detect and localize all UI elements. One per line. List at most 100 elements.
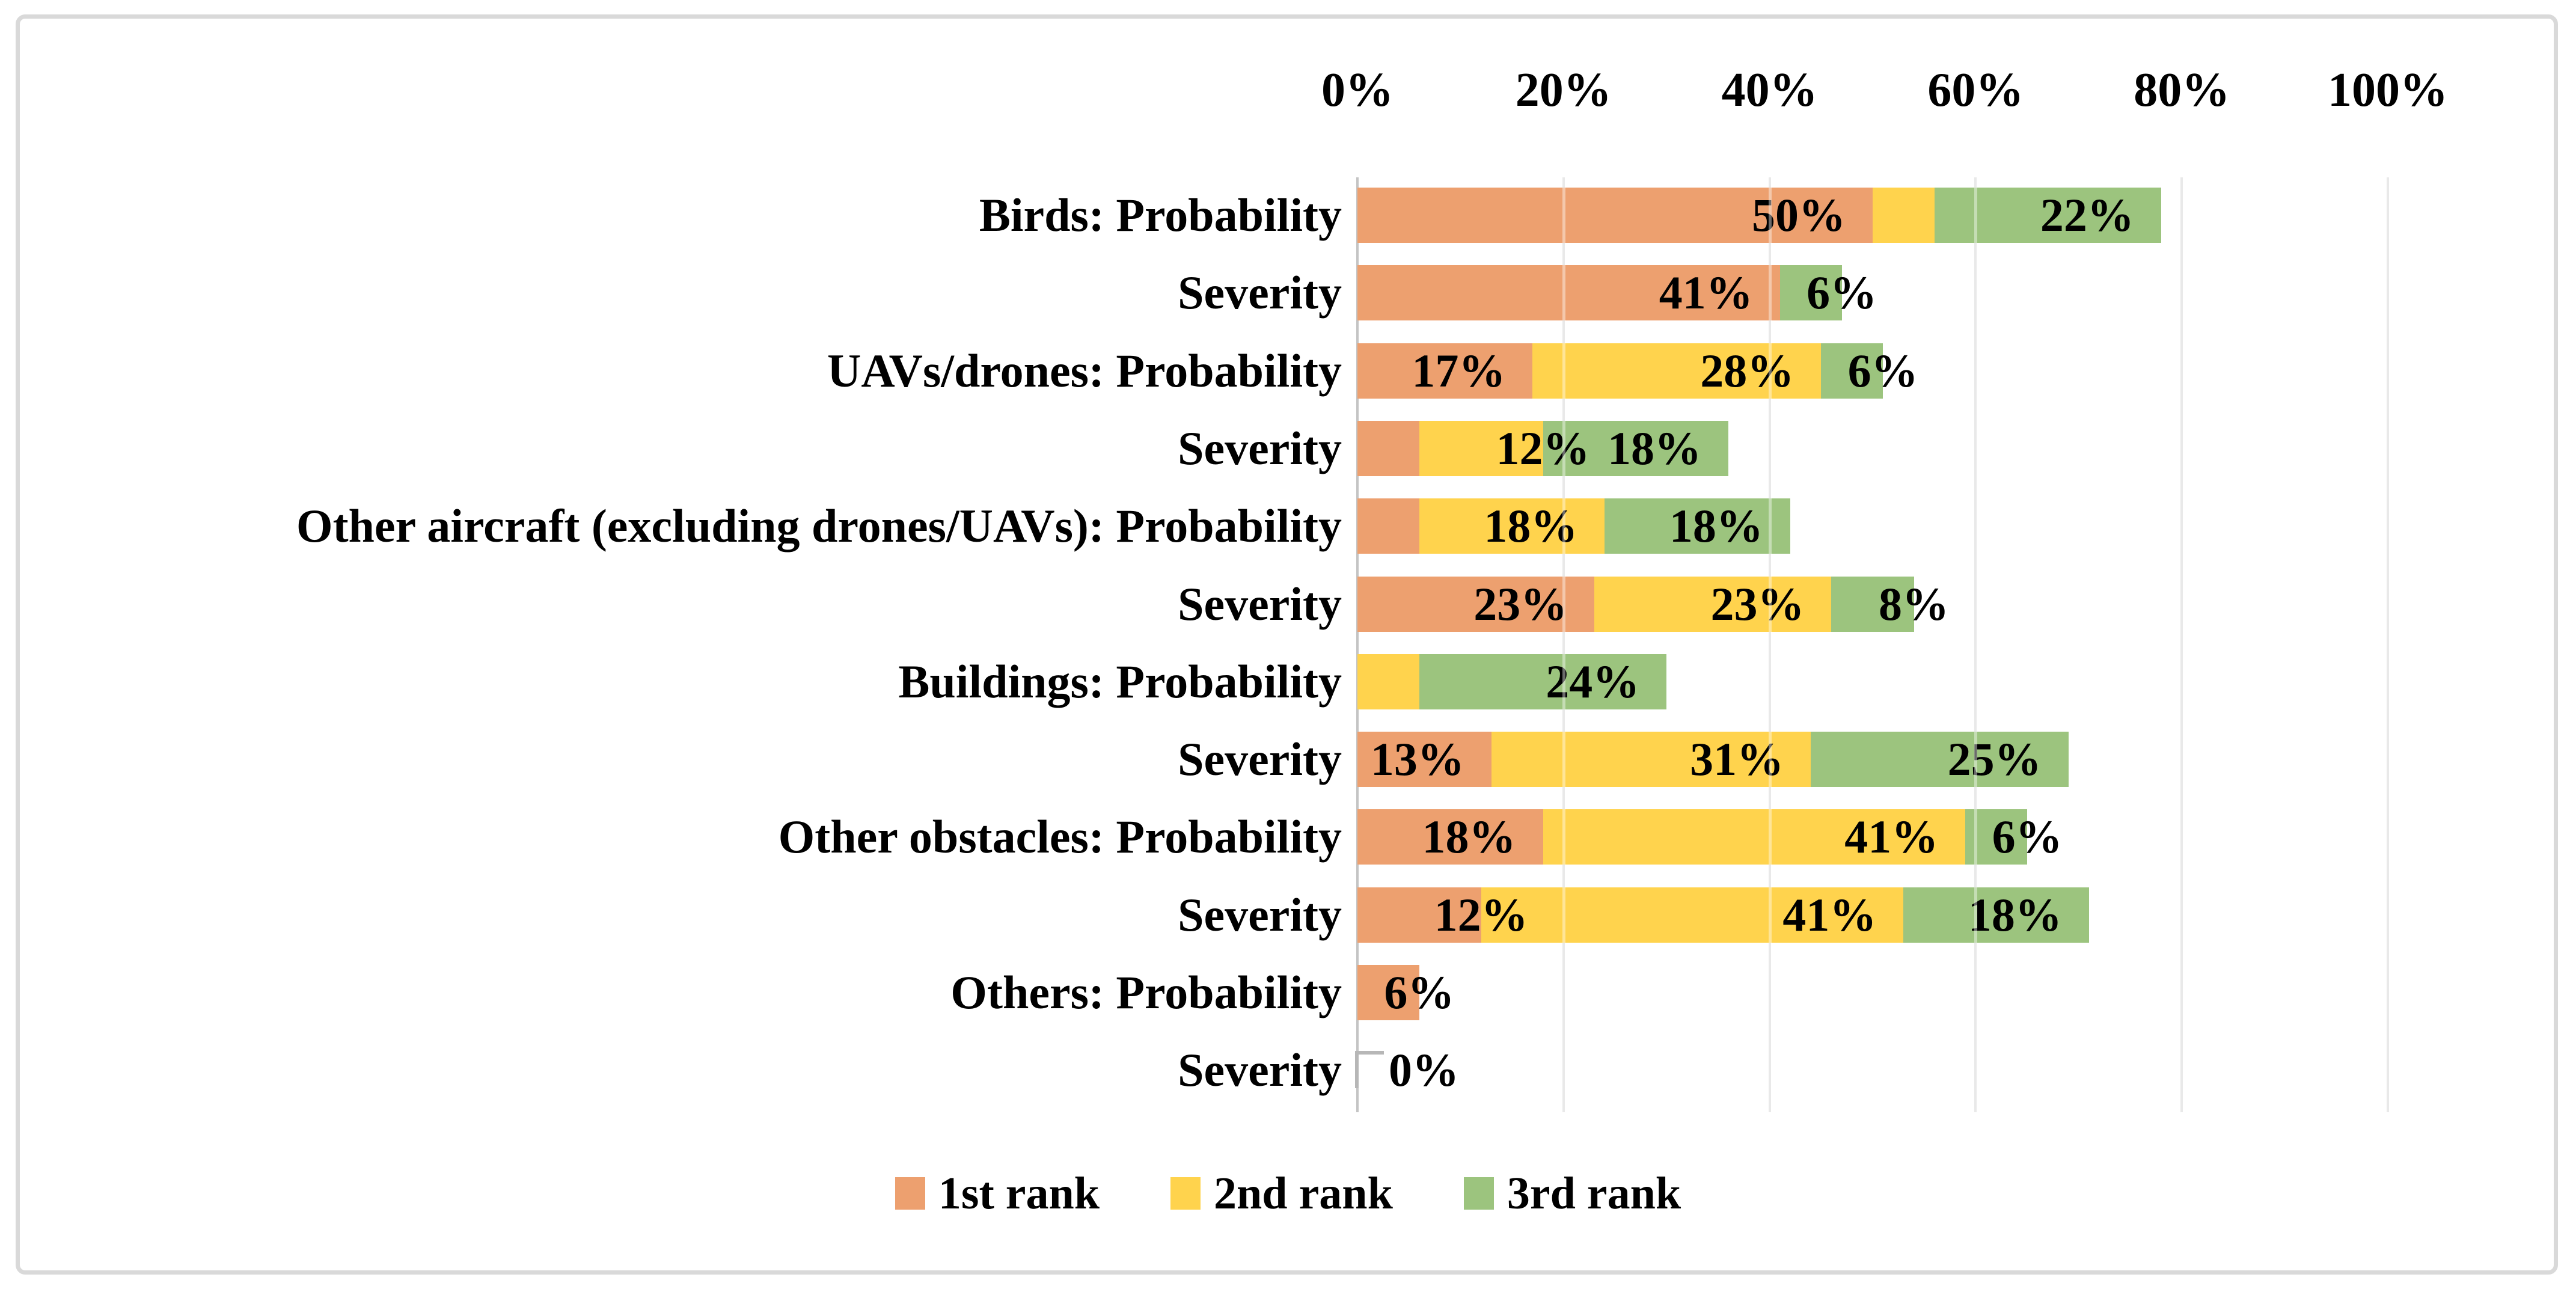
bar-segment: 28% xyxy=(1532,343,1822,399)
gridline xyxy=(1562,177,1565,1112)
bar-segment: 18% xyxy=(1605,498,1790,554)
axis-tick-label: 40% xyxy=(1721,64,1818,117)
legend-item: 1st rank xyxy=(895,1168,1100,1220)
bar-segment: 18% xyxy=(1357,809,1543,865)
bar-segment: 18% xyxy=(1543,420,1729,476)
bar-segment: 18% xyxy=(1903,887,2089,943)
data-label: 8% xyxy=(1879,577,1950,630)
data-label: 23% xyxy=(1473,577,1568,630)
legend-label: 2nd rank xyxy=(1214,1168,1393,1219)
bar-row: 41% 6% xyxy=(1357,265,1877,321)
category-label: Other obstacles: Probability xyxy=(778,810,1342,863)
category-label: Birds: Probability xyxy=(979,189,1342,241)
bar-segment: 6% xyxy=(1821,343,1918,399)
bar-row: 12% 18% xyxy=(1357,420,1729,476)
category-label: Severity xyxy=(1178,733,1342,786)
bar-segment xyxy=(1357,498,1419,554)
bar-row: 23% 23% 8% xyxy=(1357,576,1949,632)
bar-segment: 6% xyxy=(1357,965,1454,1020)
legend-color-swatch xyxy=(1170,1177,1201,1210)
bar-segment xyxy=(1873,188,1935,243)
bar-segment: 24% xyxy=(1419,654,1667,709)
bar-segment: 12% xyxy=(1357,887,1528,943)
category-label: Severity xyxy=(1178,421,1342,474)
data-label: 6% xyxy=(1807,266,1877,319)
data-label: 17% xyxy=(1412,344,1506,397)
gridline xyxy=(1974,177,1977,1112)
bar-row: 50% 22% xyxy=(1357,188,2161,243)
legend-color-swatch xyxy=(1463,1177,1494,1210)
gridline xyxy=(2180,177,2183,1112)
bar-segment: 8% xyxy=(1831,576,1949,632)
bar-segment: 6% xyxy=(1779,265,1877,321)
bar-segment: 18% xyxy=(1419,498,1605,554)
bar-segment: 41% xyxy=(1543,809,1966,865)
zero-leader-line-horizontal xyxy=(1355,1051,1384,1055)
gridline-overlay xyxy=(1562,177,1565,1112)
data-label: 25% xyxy=(1947,733,2042,786)
data-label: 24% xyxy=(1546,655,1640,708)
data-label: 31% xyxy=(1690,733,1784,786)
data-label: 18% xyxy=(1608,421,1702,474)
bar-row: 13% 31% 25% xyxy=(1357,732,2069,788)
legend-label: 1st rank xyxy=(938,1168,1100,1219)
category-label: Buildings: Probability xyxy=(898,655,1342,708)
gridline-overlay xyxy=(2180,177,2184,1112)
axis-tick-label: 20% xyxy=(1515,64,1612,117)
category-label: Severity xyxy=(1178,266,1342,319)
legend-item: 2nd rank xyxy=(1170,1168,1393,1220)
bar-segment: 25% xyxy=(1811,732,2069,788)
data-label: 41% xyxy=(1844,810,1939,863)
axis-line xyxy=(1356,177,1359,1112)
gridline-overlay xyxy=(2387,177,2390,1112)
category-label: Severity xyxy=(1178,888,1342,941)
bar-row: 17% 28% 6% xyxy=(1357,343,1918,399)
data-label: 6% xyxy=(1384,966,1455,1018)
axis-tick-label: 60% xyxy=(1927,64,2024,117)
chart-legend: 1st rank 2nd rank 3rd rank xyxy=(0,1160,2576,1226)
bar-segment: 6% xyxy=(1965,809,2063,865)
data-label: 18% xyxy=(1422,810,1516,863)
data-label: 41% xyxy=(1782,888,1877,941)
gridline-overlay xyxy=(1974,177,1978,1112)
data-label: 12% xyxy=(1434,888,1528,941)
bar-row: 12% 41% 18% xyxy=(1357,887,2089,943)
bar-row: 18% 18% xyxy=(1357,498,1790,554)
data-label: 18% xyxy=(1968,888,2062,941)
bar-row: 24% xyxy=(1357,654,1667,709)
legend-label: 3rd rank xyxy=(1507,1168,1681,1219)
legend-item: 3rd rank xyxy=(1463,1168,1681,1220)
bar-segment: 50% xyxy=(1357,188,1873,243)
data-label: 6% xyxy=(1992,810,2063,863)
bar-segment: 23% xyxy=(1357,576,1595,632)
data-label: 22% xyxy=(2040,189,2134,241)
category-label: UAVs/drones: Probability xyxy=(827,344,1342,397)
bar-segment: 31% xyxy=(1491,732,1811,788)
bar-segment: 41% xyxy=(1357,265,1780,321)
bar-row: 6% xyxy=(1357,965,1454,1020)
data-label: 28% xyxy=(1700,344,1794,397)
data-label: 18% xyxy=(1669,500,1763,553)
bar-row: 18% 41% 6% xyxy=(1357,809,2063,865)
data-label: 12% xyxy=(1496,421,1590,474)
zero-leader-line-vertical xyxy=(1355,1051,1359,1089)
bar-segment: 13% xyxy=(1357,732,1491,788)
figure-border xyxy=(16,14,2558,1275)
data-label: 41% xyxy=(1659,266,1753,319)
gridline-overlay xyxy=(1768,177,1772,1112)
category-label: Severity xyxy=(1178,577,1342,630)
bar-segment: 23% xyxy=(1594,576,1832,632)
bar-segment xyxy=(1357,654,1419,709)
data-label: 18% xyxy=(1484,500,1578,553)
axis-tick-label: 100% xyxy=(2328,64,2448,117)
category-label: Other aircraft (excluding drones/UAVs): … xyxy=(296,500,1342,553)
data-label: 6% xyxy=(1847,344,1918,397)
gridline xyxy=(1768,177,1771,1112)
bar-segment: 22% xyxy=(1934,188,2161,243)
bar-segment: 12% xyxy=(1419,420,1590,476)
axis-tick-label: 80% xyxy=(2134,64,2230,117)
category-label: Severity xyxy=(1178,1044,1342,1097)
bar-segment xyxy=(1357,420,1419,476)
bar-segment: 41% xyxy=(1481,887,1904,943)
legend-color-swatch xyxy=(895,1177,925,1210)
